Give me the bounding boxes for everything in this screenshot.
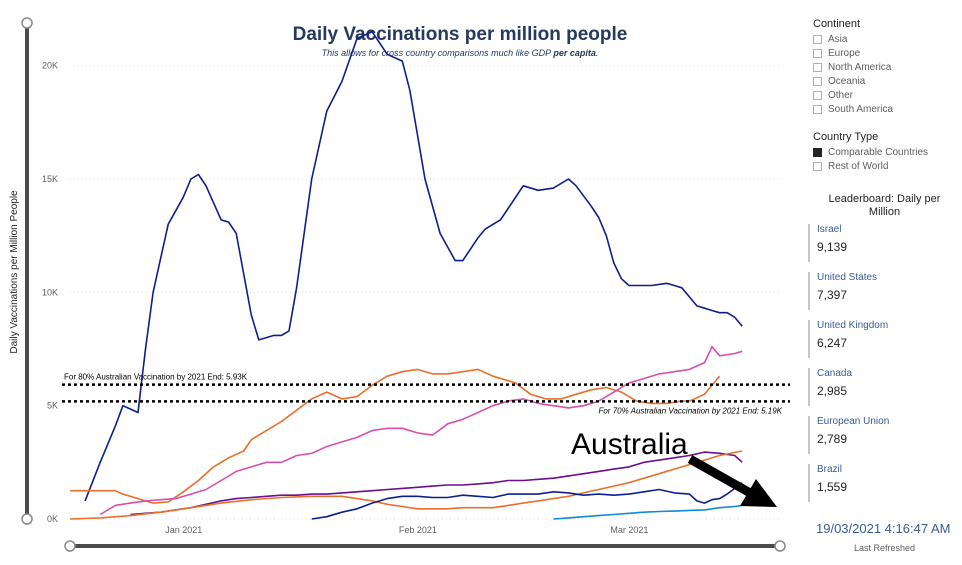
y-axis-label: Daily Vaccinations per Million People [9,190,20,354]
leaderboard-value: 1,559 [817,480,848,494]
y-tick-label: 0K [47,514,58,524]
checkbox[interactable] [813,105,822,114]
zoom-slider-handle[interactable] [21,17,33,29]
checkbox[interactable] [813,35,822,44]
annotation-label: Australia [571,428,688,461]
annotation-arrow-shaft [687,455,755,498]
reference-lines: For 80% Australian Vaccination by 2021 E… [62,373,790,415]
country-type-option-label: Comparable Countries [828,147,929,158]
x-axis: Jan 2021 Feb 2021 Mar 2021 [165,525,648,535]
leaderboard-value: 2,789 [817,432,848,446]
series-line-7 [553,504,743,520]
country-type-filter-title: Country Type [813,131,879,143]
zoom-slider-handle[interactable] [64,540,76,552]
continent-filter-title: Continent [813,18,861,30]
y-tick-label: 10K [42,287,58,297]
checkbox[interactable] [813,63,822,72]
checkbox[interactable] [813,162,822,171]
leaderboard-country: United States [817,272,878,283]
zoom-sliders[interactable] [21,17,786,552]
leaderboard-item: Brazil 1,559 [808,464,950,502]
leaderboard-value: 9,139 [817,240,848,254]
continent-option[interactable]: South America [813,103,893,116]
continent-option[interactable]: Oceania [813,75,865,88]
checkbox[interactable] [813,91,822,100]
series-line-3 [99,345,743,516]
country-type-option-label: Rest of World [828,161,889,172]
y-tick-label: 15K [42,174,58,184]
y-tick-label: 5K [47,401,58,411]
continent-option-label: Asia [828,34,848,45]
last-refreshed-label: Last Refreshed [853,543,916,553]
y-tick-label: 20K [42,61,58,71]
leaderboard-country: Israel [817,224,842,235]
line-chart: Daily Vaccinations per million people Th… [9,17,790,552]
y-axis: 0K 5K 10K 15K 20K [42,61,58,524]
leaderboard-item: European Union 2,789 [808,416,950,454]
last-refreshed-timestamp: 19/03/2021 4:16:47 AM [816,521,951,536]
x-tick-label: Jan 2021 [165,525,202,535]
leaderboard-value: 2,985 [817,384,848,398]
annotation-arrowhead [740,479,777,507]
series-line-6 [311,482,743,520]
series-line-4 [130,451,743,516]
australia-annotation: Australia [571,428,777,507]
chart-title: Daily Vaccinations per million people [293,24,628,45]
series-line-5 [69,450,743,520]
continent-option[interactable]: Other [813,89,853,102]
leaderboard-item: Canada 2,985 [808,368,950,406]
zoom-slider-handle[interactable] [21,513,33,525]
x-tick-label: Feb 2021 [399,525,437,535]
leaderboard-country: European Union [817,416,890,427]
continent-option[interactable]: Asia [813,33,847,46]
continent-option[interactable]: North America [813,61,891,74]
checkbox[interactable] [813,49,822,58]
leaderboard-item: United States 7,397 [808,272,950,310]
continent-option-label: Europe [828,48,861,59]
country-type-option[interactable]: Comparable Countries [813,146,928,159]
reference-line-label: For 70% Australian Vaccination by 2021 E… [598,406,782,415]
series-line-1 [84,30,743,502]
checkbox[interactable] [813,77,822,86]
leaderboard-title: Leaderboard: Daily per Million [828,193,941,218]
leaderboard-country: Brazil [817,464,843,475]
series-line-2 [70,368,721,504]
zoom-slider-handle[interactable] [774,540,786,552]
continent-option-label: Oceania [828,76,866,87]
chart-subtitle: This allows for cross country comparison… [322,48,599,58]
series-lines [69,30,743,520]
country-type-option[interactable]: Rest of World [813,160,888,173]
continent-option-label: North America [828,62,892,73]
continent-option-label: Other [828,90,854,101]
leaderboard-value: 7,397 [817,288,848,302]
leaderboard-item: Israel 9,139 [808,224,950,262]
leaderboard-country: United Kingdom [817,320,889,331]
checkbox[interactable] [813,148,822,157]
leaderboard-country: Canada [817,368,853,379]
reference-line-label: For 80% Australian Vaccination by 2021 E… [64,373,248,382]
continent-option[interactable]: Europe [813,47,860,60]
continent-option-label: South America [828,104,894,115]
leaderboard-value: 6,247 [817,336,848,350]
leaderboard-item: United Kingdom 6,247 [808,320,950,358]
x-tick-label: Mar 2021 [610,525,648,535]
